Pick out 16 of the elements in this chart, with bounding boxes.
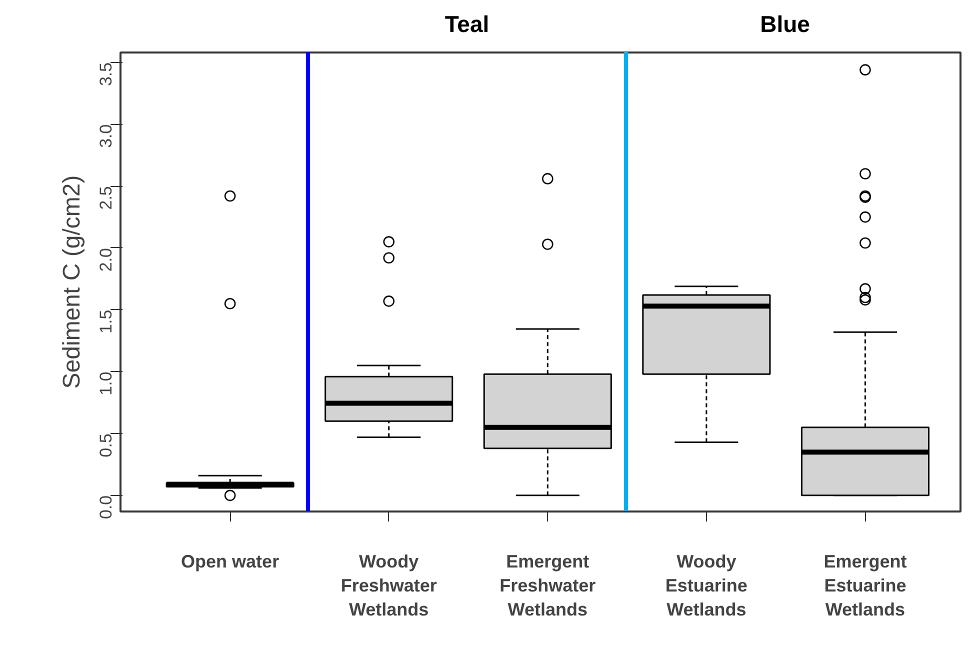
y-tick-label: 0.5 <box>96 434 116 458</box>
y-tick-label: 2.0 <box>96 248 116 272</box>
text: Teal <box>444 10 490 39</box>
y-tick-label: 3.0 <box>96 124 116 148</box>
x-tick-label: Woody Freshwater Wetlands <box>340 552 437 620</box>
y-axis-title: Sediment C (g/cm2) <box>58 175 86 389</box>
x-tick-label: Emergent Freshwater Wetlands <box>500 552 596 620</box>
y-tick-label: 0.0 <box>96 495 116 520</box>
text: Blue <box>760 10 810 39</box>
x-tick-label: Woody Estuarine Wetlands <box>665 552 748 620</box>
y-tick-label: 1.5 <box>96 310 116 334</box>
y-tick-label: 1.0 <box>96 372 116 396</box>
x-tick-label: Open water <box>181 552 280 572</box>
y-tick-label: 2.5 <box>96 186 116 210</box>
y-tick-label: 3.5 <box>96 62 116 86</box>
x-tick-label: Emergent Estuarine Wetlands <box>824 552 907 620</box>
